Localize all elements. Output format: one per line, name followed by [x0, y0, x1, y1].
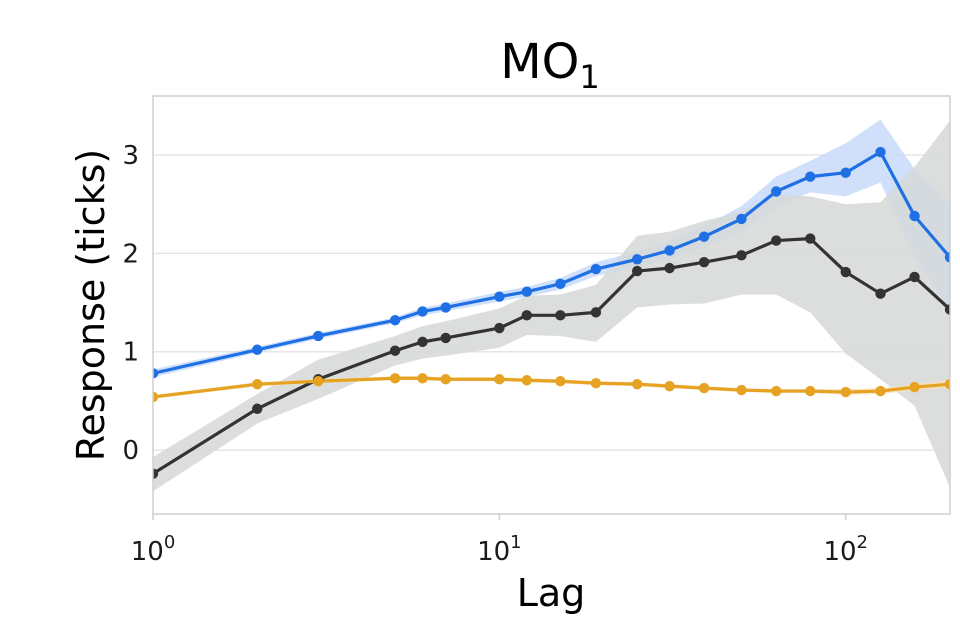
- data-point-series-2: [664, 262, 675, 274]
- data-point-series-3: [631, 378, 643, 390]
- data-point-series-2: [555, 310, 566, 321]
- data-point-series-1: [389, 315, 401, 326]
- data-point-series-1: [805, 171, 816, 182]
- data-point-series-1: [252, 344, 263, 355]
- x-tick-label: 100: [131, 532, 176, 567]
- data-point-series-2: [521, 310, 532, 321]
- data-point-series-2: [590, 307, 602, 318]
- data-point-series-2: [805, 233, 816, 244]
- data-point-series-1: [521, 286, 532, 297]
- data-point-series-2: [840, 266, 851, 278]
- data-point-series-2: [736, 250, 747, 261]
- data-point-series-3: [555, 376, 566, 387]
- data-point-series-3: [417, 373, 428, 384]
- x-axis-ticks: 100 101 102: [131, 514, 868, 567]
- data-point-series-3: [875, 385, 886, 397]
- data-point-series-2: [771, 235, 782, 246]
- data-point-series-2: [698, 257, 710, 268]
- plot-frame: [152, 95, 951, 515]
- data-point-series-1: [909, 210, 920, 222]
- data-point-series-3: [313, 376, 324, 387]
- data-point-series-3: [736, 384, 747, 396]
- data-point-series-2: [494, 322, 505, 334]
- data-point-series-1: [944, 252, 950, 263]
- chart-title-subscript: 1: [579, 58, 599, 96]
- data-point-series-3: [664, 380, 675, 392]
- data-point-series-1: [494, 291, 505, 302]
- data-point-series-3: [153, 391, 159, 403]
- data-point-series-1: [631, 254, 643, 265]
- y-tick-label: 3: [122, 141, 139, 171]
- data-point-series-2: [909, 271, 920, 283]
- data-point-series-2: [252, 403, 263, 414]
- grid-lines: [153, 154, 950, 451]
- data-point-series-1: [440, 302, 451, 313]
- series-points: [153, 146, 950, 479]
- data-point-series-2: [944, 304, 950, 315]
- data-point-series-3: [771, 385, 782, 397]
- x-axis-title: Lag: [517, 571, 586, 615]
- data-point-series-3: [944, 378, 950, 390]
- data-point-series-2: [417, 336, 428, 348]
- y-tick-label: 0: [122, 436, 139, 466]
- data-point-series-1: [840, 167, 851, 178]
- y-tick-label: 2: [122, 239, 139, 269]
- x-tick-label: 102: [823, 532, 868, 567]
- data-point-series-3: [494, 374, 505, 385]
- data-point-series-1: [153, 368, 159, 379]
- confidence-band-series-1: [153, 119, 950, 378]
- data-point-series-3: [590, 377, 602, 389]
- data-point-series-1: [555, 278, 566, 290]
- data-point-series-1: [875, 146, 886, 158]
- data-point-series-3: [840, 386, 851, 398]
- data-point-series-1: [590, 263, 602, 275]
- data-point-series-2: [631, 265, 643, 277]
- data-point-series-2: [389, 345, 401, 356]
- data-point-series-3: [252, 378, 263, 390]
- data-point-series-1: [736, 213, 747, 225]
- y-axis-title: Response (ticks): [69, 149, 113, 461]
- y-tick-label: 1: [122, 338, 139, 368]
- data-point-series-2: [440, 332, 451, 344]
- data-point-series-1: [417, 306, 428, 317]
- data-point-series-3: [521, 375, 532, 386]
- data-point-series-3: [805, 385, 816, 397]
- data-point-series-1: [313, 330, 324, 342]
- data-point-series-1: [771, 186, 782, 197]
- data-point-series-1: [698, 231, 710, 242]
- data-point-series-3: [698, 382, 710, 394]
- data-point-series-3: [909, 381, 920, 393]
- data-point-series-3: [440, 374, 451, 385]
- data-point-series-3: [389, 373, 401, 384]
- x-tick-label: 101: [477, 532, 522, 567]
- data-point-series-2: [153, 468, 159, 479]
- data-point-series-1: [664, 245, 675, 256]
- data-point-series-2: [875, 288, 886, 299]
- y-axis-ticks: 0 1 2 3: [122, 141, 139, 466]
- chart-title: MO1: [500, 34, 600, 96]
